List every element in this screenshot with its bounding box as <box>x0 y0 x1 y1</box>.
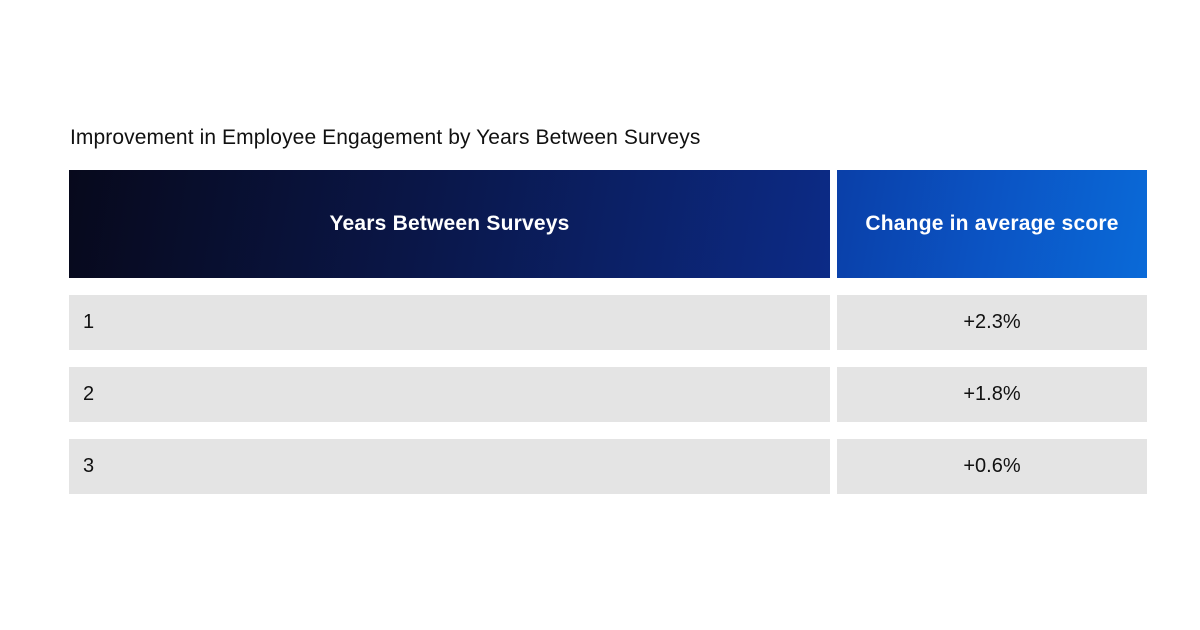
table-row: 3 +0.6% <box>69 439 1147 494</box>
change-cell: +1.8% <box>837 367 1147 422</box>
years-cell: 3 <box>69 439 830 494</box>
years-cell: 2 <box>69 367 830 422</box>
chart-title: Improvement in Employee Engagement by Ye… <box>70 126 701 149</box>
table-row: 1 +2.3% <box>69 295 1147 350</box>
column-header-years: Years Between Surveys <box>69 170 830 278</box>
column-header-change: Change in average score <box>837 170 1147 278</box>
change-cell: +2.3% <box>837 295 1147 350</box>
years-cell: 1 <box>69 295 830 350</box>
change-cell: +0.6% <box>837 439 1147 494</box>
table-header-row: Years Between Surveys Change in average … <box>69 170 1147 278</box>
data-table: Years Between Surveys Change in average … <box>69 170 1147 511</box>
table-row: 2 +1.8% <box>69 367 1147 422</box>
table-body: 1 +2.3% 2 +1.8% 3 +0.6% <box>69 295 1147 494</box>
